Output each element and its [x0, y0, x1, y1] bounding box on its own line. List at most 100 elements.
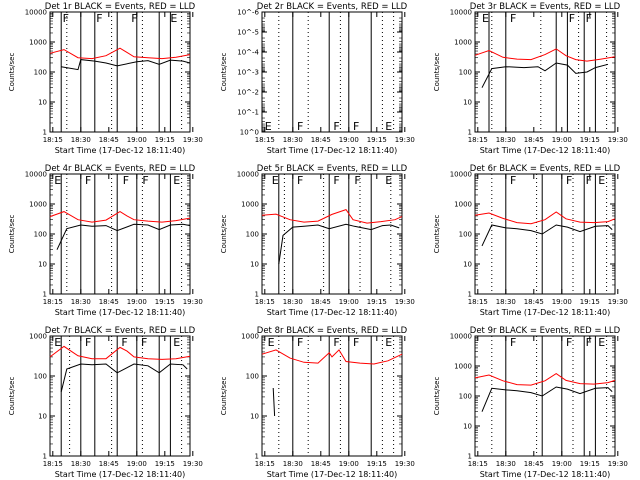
lld-series-line	[474, 372, 616, 386]
x-tick-label: 19:30	[395, 298, 415, 306]
chart-title: Det 3r BLACK = Events, RED = LLD	[470, 2, 621, 12]
x-tick-label: 18:30	[71, 460, 91, 468]
x-tick-label: 19:00	[339, 298, 359, 306]
y-tick-label: 10000	[25, 171, 47, 179]
annotation-label: F	[333, 336, 339, 349]
events-series-line	[481, 224, 613, 247]
y-tick-label: 1	[468, 453, 472, 461]
annotation-label: E	[173, 336, 180, 349]
events-series-line	[56, 223, 191, 250]
annotation-label: F	[586, 174, 592, 187]
plot-frame	[474, 335, 616, 457]
y-tick-label: 10	[250, 413, 259, 421]
y-tick-label: 10	[38, 99, 47, 107]
annotation-label: F	[586, 12, 592, 25]
x-tick-label: 19:00	[552, 136, 572, 144]
annotation-label: F	[566, 174, 572, 187]
annotation-label: F	[566, 336, 572, 349]
annotation-label: F	[586, 336, 592, 349]
lld-series-line	[261, 349, 403, 365]
x-tick-label: 18:30	[71, 136, 91, 144]
x-tick-label: 18:15	[255, 460, 275, 468]
y-axis-label: Counts/sec	[220, 53, 228, 92]
x-tick-label: 19:15	[367, 460, 387, 468]
lld-series-line	[474, 48, 616, 62]
x-tick-label: 19:00	[127, 136, 147, 144]
annotation-label: E	[272, 174, 279, 187]
annotation-label: F	[123, 174, 129, 187]
x-tick-label: 19:30	[608, 460, 628, 468]
y-tick-label: 10	[463, 261, 472, 269]
events-series-line	[60, 363, 188, 393]
x-tick-label: 19:15	[155, 136, 175, 144]
y-axis-label: Counts/sec	[8, 53, 16, 92]
x-tick-label: 18:30	[283, 298, 303, 306]
x-tick-label: 18:15	[43, 298, 63, 306]
x-tick-label: 19:30	[608, 136, 628, 144]
y-tick-label: 1000	[241, 333, 259, 341]
lld-series-line	[49, 345, 191, 360]
x-tick-label: 19:30	[183, 136, 203, 144]
x-tick-label: 18:45	[99, 136, 119, 144]
y-tick-label: 100	[34, 69, 47, 77]
y-tick-label: 10^-4	[237, 49, 259, 57]
y-tick-label: 1000	[29, 333, 47, 341]
annotation-label: E	[170, 12, 177, 25]
annotation-label: F	[297, 174, 303, 187]
chart-panel: Det 3r BLACK = Events, RED = LLD Counts/s…	[433, 2, 628, 155]
annotation-label: F	[85, 174, 91, 187]
annotation-label: F	[121, 336, 127, 349]
x-tick-label: 18:15	[468, 460, 488, 468]
y-axis-label: Counts/sec	[220, 377, 228, 416]
annotation-label: F	[297, 120, 303, 133]
x-tick-label: 19:00	[339, 136, 359, 144]
chart-panel: Det 9r BLACK = Events, RED = LLD Counts/s…	[433, 326, 628, 479]
x-tick-label: 18:45	[524, 460, 544, 468]
y-tick-label: 100	[246, 373, 259, 381]
x-tick-label: 18:15	[255, 136, 275, 144]
x-tick-label: 18:45	[524, 298, 544, 306]
x-tick-label: 18:45	[311, 136, 331, 144]
annotation-label: E	[173, 174, 180, 187]
annotation-label: E	[385, 174, 392, 187]
y-tick-label: 10^0	[240, 129, 259, 137]
annotation-label: F	[131, 12, 137, 25]
x-axis-label: Start Time (17-Dec-12 18:11:40)	[55, 146, 186, 155]
plot-frame	[49, 173, 191, 295]
y-tick-label: 10^-5	[237, 29, 259, 37]
x-tick-label: 18:15	[43, 460, 63, 468]
annotation-label: F	[85, 336, 91, 349]
x-tick-label: 19:15	[155, 460, 175, 468]
x-tick-label: 18:45	[99, 460, 119, 468]
plot-frame	[261, 173, 403, 295]
x-axis-label: Start Time (17-Dec-12 18:11:40)	[480, 470, 611, 479]
events-series-line	[481, 386, 613, 412]
lld-series-line	[261, 209, 403, 224]
x-tick-label: 19:30	[395, 460, 415, 468]
y-tick-label: 100	[34, 373, 47, 381]
y-tick-label: 10	[463, 99, 472, 107]
annotation-label: F	[510, 174, 516, 187]
y-tick-label: 10	[250, 261, 259, 269]
chart-title: Det 8r BLACK = Events, RED = LLD	[257, 326, 408, 336]
lld-series-line	[49, 47, 191, 60]
y-tick-label: 10000	[450, 9, 472, 17]
chart-title: Det 6r BLACK = Events, RED = LLD	[470, 164, 621, 174]
x-tick-label: 19:00	[552, 460, 572, 468]
y-tick-label: 1	[255, 291, 259, 299]
y-axis-label: Counts/sec	[433, 377, 441, 416]
y-tick-label: 10	[463, 423, 472, 431]
y-axis-label: Counts/sec	[220, 215, 228, 254]
chart-panel: Det 6r BLACK = Events, RED = LLD Counts/s…	[433, 164, 628, 317]
chart-title: Det 9r BLACK = Events, RED = LLD	[470, 326, 621, 336]
plot-frame	[261, 11, 403, 133]
annotation-label: E	[598, 174, 605, 187]
annotation-label: F	[353, 336, 359, 349]
chart-panel: Det 5r BLACK = Events, RED = LLD Counts/s…	[220, 164, 415, 317]
annotation-label: F	[333, 120, 339, 133]
x-tick-label: 18:15	[468, 298, 488, 306]
plot-frame	[474, 11, 616, 133]
events-series-line	[481, 62, 609, 88]
chart-panel: Det 8r BLACK = Events, RED = LLD Counts/s…	[220, 326, 415, 479]
